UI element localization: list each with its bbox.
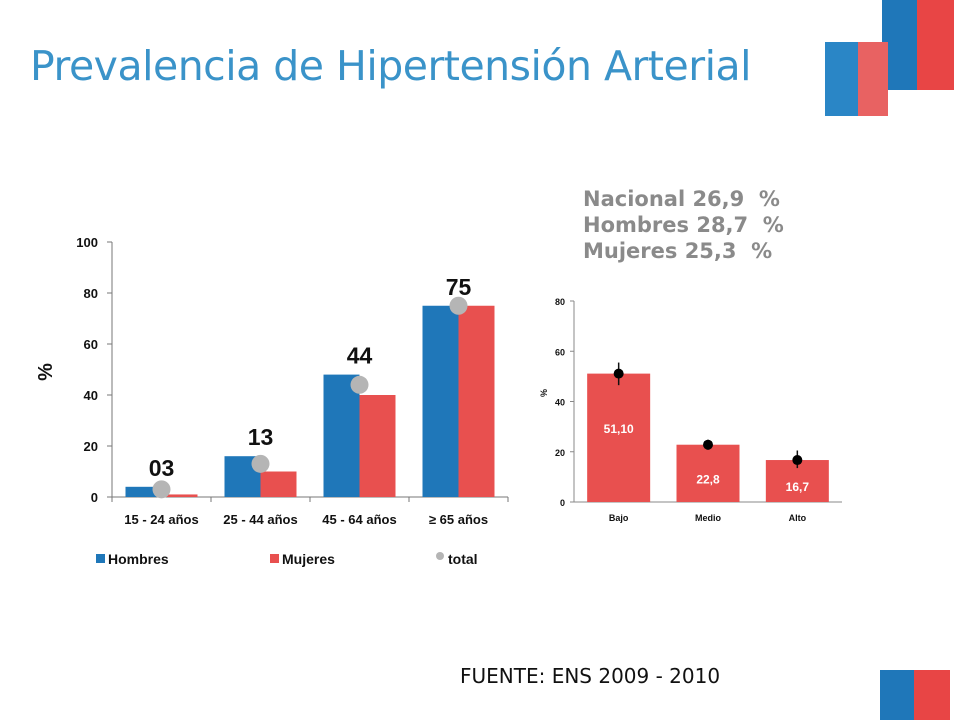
total-data-label: 03 <box>149 455 175 481</box>
x-tick-label: 25 - 44 años <box>223 512 297 527</box>
legend-label: Hombres <box>108 551 169 567</box>
summary-nacional: Nacional 26,9 % <box>583 187 780 211</box>
bar-mujeres <box>458 305 495 497</box>
y-tick-label: 60 <box>555 347 565 357</box>
page-title: Prevalencia de Hipertensión Arterial <box>30 42 751 90</box>
x-tick-label: 45 - 64 años <box>322 512 396 527</box>
summary-mujeres: Mujeres 25,3 % <box>583 239 773 263</box>
y-tick-label: 40 <box>84 388 98 403</box>
national-summary: Nacional 26,9 % Hombres 28,7 % Mujeres 2… <box>583 186 784 264</box>
estimate-point <box>613 368 624 379</box>
legend-swatch <box>270 554 279 563</box>
y-axis-label: % <box>539 389 549 397</box>
y-tick-label: 60 <box>84 337 98 352</box>
flag-logo-top <box>825 0 954 116</box>
total-point <box>251 454 270 473</box>
y-tick-label: 20 <box>84 439 98 454</box>
x-tick-label: Medio <box>695 513 722 523</box>
flag-logo-bottom <box>880 670 950 720</box>
bar-mujeres <box>359 395 396 497</box>
bar-hombres <box>323 374 360 497</box>
y-tick-label: 100 <box>76 235 98 250</box>
estimate-point <box>792 455 803 466</box>
y-tick-label: 0 <box>560 498 565 508</box>
legend-label: total <box>448 551 478 567</box>
x-tick-label: 15 - 24 años <box>124 512 198 527</box>
legend-label: Mujeres <box>282 551 335 567</box>
bar-hombres <box>125 486 162 497</box>
y-tick-label: 20 <box>555 448 565 458</box>
bar-mujeres <box>161 494 198 497</box>
source-note: FUENTE: ENS 2009 - 2010 <box>460 664 721 688</box>
legend-swatch <box>436 552 444 560</box>
x-tick-label: Alto <box>789 513 807 523</box>
bar <box>587 373 651 502</box>
bar-mujeres <box>260 471 297 497</box>
estimate-point <box>703 439 713 450</box>
y-tick-label: 80 <box>84 286 98 301</box>
total-point <box>350 375 369 394</box>
y-tick-label: 80 <box>555 297 565 307</box>
bar-hombres <box>422 305 459 497</box>
bar-data-label: 22,8 <box>696 472 720 486</box>
legend-swatch <box>96 554 105 563</box>
bar-data-label: 51,10 <box>604 422 634 436</box>
bar-data-label: 16,7 <box>786 480 810 494</box>
x-tick-label: Bajo <box>609 513 629 523</box>
y-tick-label: 0 <box>91 490 98 505</box>
bar <box>676 444 740 502</box>
total-data-label: 75 <box>446 274 472 300</box>
y-axis-label: % <box>35 363 57 381</box>
total-data-label: 13 <box>248 424 274 450</box>
total-point <box>449 296 468 315</box>
summary-hombres: Hombres 28,7 % <box>583 213 784 237</box>
total-data-label: 44 <box>347 343 373 369</box>
y-tick-label: 40 <box>555 398 565 408</box>
total-point <box>152 480 171 499</box>
x-tick-label: ≥ 65 años <box>429 512 488 527</box>
